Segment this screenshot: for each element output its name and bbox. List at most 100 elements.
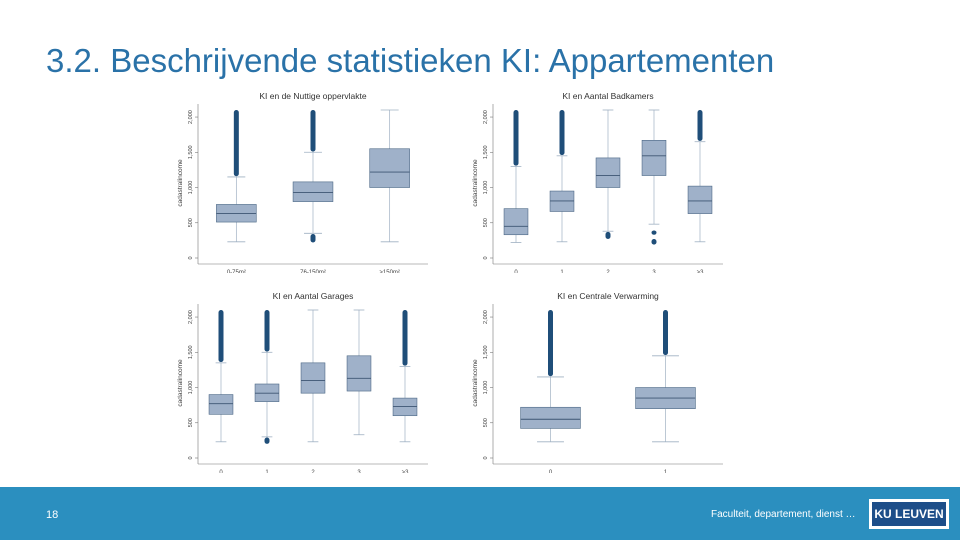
footer-text: Faculteit, departement, dienst … (711, 509, 856, 520)
y-tick-label: 1,000 (483, 181, 489, 195)
chart-title: KI en de Nuttige oppervlakte (259, 91, 367, 101)
footer-bar: 18 Faculteit, departement, dienst … KU L… (0, 487, 960, 540)
chart-svg: KI en Centrale Verwarming 0 500 1,000 1,500 2… (455, 288, 727, 473)
iqr-box (641, 140, 667, 176)
chart-background (455, 288, 727, 473)
outlier-points (513, 110, 519, 166)
iqr-box (595, 157, 621, 188)
outlier-points (548, 310, 553, 377)
y-axis-label: cadastralincome (472, 159, 479, 207)
chart-svg: KI en Aantal Garages 0 500 1,000 1,500 2,000 c… (160, 288, 432, 473)
x-tick-label: 1 (664, 470, 668, 473)
box-3 (369, 109, 410, 243)
outlier-points (264, 437, 270, 444)
chart-title: KI en Centrale Verwarming (557, 291, 659, 301)
chart-svg: KI en Aantal Badkamers 0 500 1,000 1,500 2,00… (455, 88, 727, 273)
y-tick-label: 500 (483, 418, 489, 427)
iqr-box (369, 148, 410, 188)
y-tick-label: 1,500 (188, 145, 194, 159)
outlier-points (218, 310, 224, 363)
x-tick-label: 0 (514, 270, 518, 273)
boxplot-aantal-badkamers: KI en Aantal Badkamers 0 500 1,000 1,500 2,00… (455, 88, 727, 273)
slide-number: 18 (46, 509, 59, 521)
iqr-box (346, 355, 372, 392)
y-tick-label: 500 (188, 418, 194, 427)
iqr-box (292, 181, 334, 202)
y-tick-label: 1,500 (188, 345, 194, 359)
x-tick-label: 2 (606, 270, 610, 273)
y-tick-label: 0 (483, 256, 489, 259)
chart-title: KI en Aantal Garages (273, 291, 354, 301)
x-tick-label: 1 (265, 470, 269, 473)
chart-background (455, 88, 727, 273)
outlier-points (402, 310, 408, 366)
iqr-box (687, 185, 713, 214)
y-tick-label: 1,000 (483, 381, 489, 395)
y-tick-label: 500 (188, 218, 194, 227)
x-tick-label: >3 (697, 270, 705, 273)
y-tick-label: 2,000 (483, 110, 489, 124)
y-tick-label: 2,000 (188, 110, 194, 124)
outlier-points (264, 310, 270, 352)
outlier-points (233, 110, 239, 177)
y-tick-label: 0 (188, 456, 194, 459)
box-5 (392, 310, 418, 443)
x-tick-label: 0 (549, 470, 553, 473)
boxplot-nuttige-oppervlakte: KI en de Nuttige oppervlakte 0 500 1,000 1,5… (160, 88, 432, 273)
y-tick-label: 0 (188, 256, 194, 259)
box-1 (208, 310, 234, 443)
boxplot-centrale-verwarming: KI en Centrale Verwarming 0 500 1,000 1,500 2… (455, 288, 727, 473)
iqr-box (300, 362, 326, 394)
page-title: 3.2. Beschrijvende statistieken KI: Appa… (46, 42, 775, 79)
outlier-points (651, 230, 657, 235)
x-tick-label: >3 (402, 470, 410, 473)
box-2 (292, 110, 334, 243)
iqr-box (503, 208, 529, 236)
box-5 (687, 110, 713, 243)
y-tick-label: 1,000 (188, 181, 194, 195)
outlier-points (310, 234, 316, 243)
y-tick-label: 1,500 (483, 345, 489, 359)
y-axis-label: cadastralincome (472, 359, 479, 407)
box-3 (300, 309, 326, 443)
outlier-points (559, 110, 565, 156)
outlier-points (663, 310, 668, 356)
x-tick-label: >150m² (379, 270, 400, 273)
x-tick-label: 2 (311, 470, 315, 473)
box-1 (520, 310, 581, 443)
y-tick-label: 500 (483, 218, 489, 227)
box-2 (635, 310, 696, 443)
logo-text: KU LEUVEN (872, 502, 946, 526)
box-2 (254, 310, 280, 444)
x-tick-label: 76-150m² (300, 270, 326, 273)
box-2 (549, 110, 575, 243)
x-tick-label: 1 (560, 270, 564, 273)
box-3 (595, 109, 621, 239)
x-tick-label: 0 (219, 470, 223, 473)
outlier-points (605, 231, 611, 239)
y-tick-label: 0 (483, 456, 489, 459)
y-tick-label: 1,000 (188, 381, 194, 395)
outlier-points (310, 110, 316, 152)
y-tick-label: 2,000 (188, 310, 194, 324)
box-4 (641, 109, 667, 245)
box-4 (346, 309, 372, 436)
box-1 (216, 110, 257, 243)
outlier-points (651, 238, 657, 245)
outlier-points (697, 110, 703, 142)
box-1 (503, 110, 529, 243)
iqr-box (520, 406, 581, 429)
iqr-box (208, 394, 234, 415)
chart-title: KI en Aantal Badkamers (562, 91, 653, 101)
x-tick-label: 0-75m² (227, 270, 246, 273)
y-axis-label: cadastralincome (177, 359, 184, 407)
y-axis-label: cadastralincome (177, 159, 184, 207)
boxplot-aantal-garages: KI en Aantal Garages 0 500 1,000 1,500 2,000 c… (160, 288, 432, 473)
chart-background (160, 288, 432, 473)
x-tick-label: 3 (652, 270, 656, 273)
y-tick-label: 2,000 (483, 310, 489, 324)
chart-svg: KI en de Nuttige oppervlakte 0 500 1,000 1,5… (160, 88, 432, 273)
ku-leuven-logo: KU LEUVEN (869, 499, 949, 529)
x-tick-label: 3 (357, 470, 361, 473)
y-tick-label: 1,500 (483, 145, 489, 159)
